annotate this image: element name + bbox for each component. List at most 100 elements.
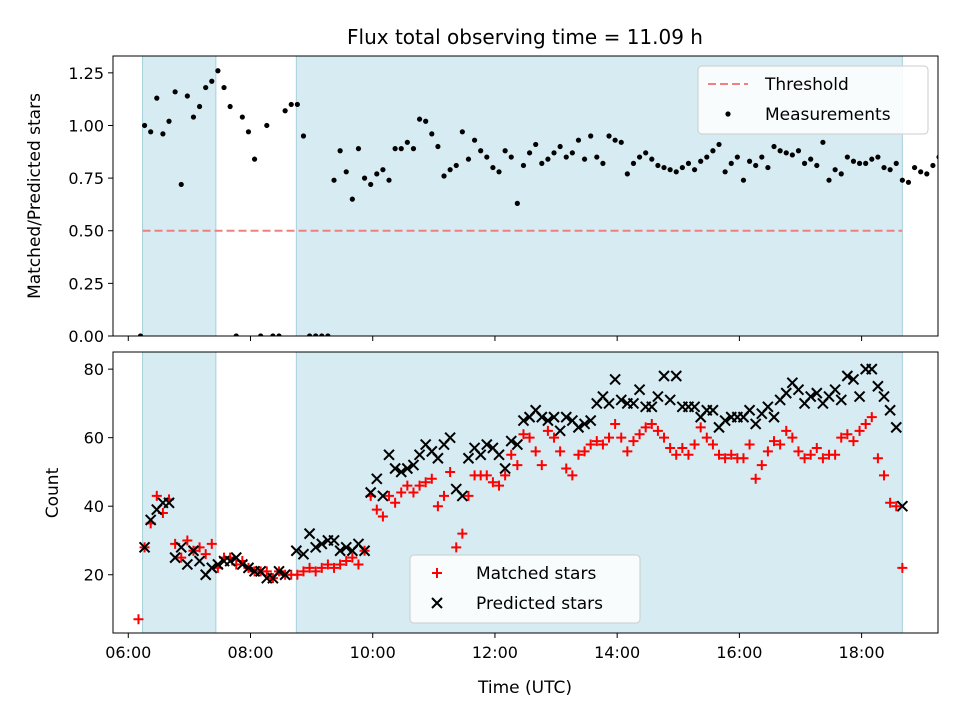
measurements-point <box>899 177 905 183</box>
predicted-stars-point <box>670 370 682 382</box>
matched-stars-point <box>714 449 725 460</box>
measurements-point <box>643 150 649 156</box>
measurements-point <box>783 150 789 156</box>
legend-predicted-label: Predicted stars <box>476 594 603 614</box>
predicted-stars-point <box>627 397 640 410</box>
measurements-point <box>771 143 777 150</box>
measurements-point <box>355 146 362 152</box>
y-tick-label: 40 <box>84 497 104 516</box>
measurements-point <box>826 177 832 183</box>
y-tick-label: 1.25 <box>68 64 104 83</box>
predicted-stars-point <box>542 414 554 427</box>
bottom-legend: Matched stars Predicted stars <box>409 554 641 624</box>
measurements-point <box>673 169 679 175</box>
matched-stars-point <box>420 477 431 488</box>
measurements-point <box>137 333 144 336</box>
matched-stars-point <box>842 429 853 440</box>
matched-stars-point <box>451 542 462 553</box>
measurements-point <box>380 167 386 173</box>
measurements-point <box>740 177 747 183</box>
matched-stars-point <box>304 562 315 573</box>
measurements-point <box>832 167 838 173</box>
matched-stars-point <box>604 432 615 443</box>
measurements-point <box>227 103 233 110</box>
measurements-point <box>148 129 154 135</box>
matched-stars-point <box>799 453 810 464</box>
matched-stars-point <box>261 566 272 577</box>
x-tick-label: 12:00 <box>472 643 518 662</box>
matched-stars-point <box>573 449 584 460</box>
predicted-stars-point <box>309 541 322 554</box>
matched-stars-point <box>885 497 896 508</box>
measurements-point <box>306 333 313 336</box>
predicted-stars-point <box>517 414 530 427</box>
measurements-point <box>844 154 850 160</box>
predicted-stars-point <box>603 397 615 410</box>
y-tick-label: 80 <box>84 360 104 379</box>
measurements-point <box>649 156 655 162</box>
measurements-point <box>502 148 508 154</box>
matched-stars-point <box>561 463 572 474</box>
matched-stars-point <box>512 460 523 471</box>
predicted-stars-point <box>206 562 218 574</box>
predicted-stars-point <box>138 541 151 554</box>
measurements-point <box>416 116 423 122</box>
predicted-stars-point <box>560 411 572 423</box>
predicted-stars-point <box>364 486 377 499</box>
predicted-stars-point <box>499 462 511 475</box>
x-tick-label: 14:00 <box>594 643 640 662</box>
matched-stars-point <box>781 425 792 436</box>
measurements-point <box>661 164 667 171</box>
matched-stars-point <box>671 449 682 460</box>
measurements-point <box>911 164 918 171</box>
measurements-point <box>361 175 368 181</box>
matched-stars-point <box>549 432 560 443</box>
predicted-stars-point <box>578 418 591 430</box>
measurements-point <box>245 129 252 135</box>
matched-stars-point <box>646 418 657 429</box>
predicted-stars-point <box>432 452 444 464</box>
matched-stars-point <box>872 453 883 464</box>
measurements-point <box>893 160 899 166</box>
measurements-point <box>166 118 172 124</box>
matched-stars-point <box>542 425 553 436</box>
matched-stars-point <box>848 436 859 447</box>
predicted-stars-point <box>444 431 456 444</box>
matched-stars-point <box>677 442 688 453</box>
predicted-stars-point <box>224 555 236 567</box>
measurements-point <box>325 333 331 336</box>
axes-frame <box>112 351 939 634</box>
matched-stars-point <box>744 439 755 450</box>
legend-matched-label: Matched stars <box>476 564 596 584</box>
predicted-stars-point <box>456 490 469 502</box>
predicted-stars-point <box>401 462 414 475</box>
matched-stars-point <box>310 566 321 577</box>
predicted-stars-point <box>474 449 487 461</box>
measurements-point <box>349 196 355 202</box>
measurements-point <box>196 103 203 110</box>
predicted-stars-point <box>242 562 255 574</box>
measurements-point <box>801 160 808 166</box>
measurements-point <box>612 137 618 143</box>
y-tick-label: 60 <box>84 429 104 448</box>
predicted-stars-point <box>811 387 823 399</box>
x-tick-label: 08:00 <box>227 643 273 662</box>
matched-stars-point <box>665 442 676 453</box>
predicted-stars-point <box>878 390 890 403</box>
y-tick-label: 0.25 <box>68 274 104 293</box>
predicted-stars-point <box>884 404 896 416</box>
matched-stars-point <box>329 562 340 573</box>
measurements-point <box>239 114 245 120</box>
legend-predicted-swatch <box>431 597 443 609</box>
matched-stars-point <box>579 446 590 457</box>
predicted-stars-point <box>358 545 371 557</box>
measurements-point <box>881 164 887 171</box>
x-tick-label: 10:00 <box>350 643 396 662</box>
predicted-stars-point <box>841 370 854 382</box>
predicted-stars-point <box>707 404 719 416</box>
bottom-panel: 20 40 60 80 06:00 08:00 10:00 12:00 14:00 16:00 18… <box>84 351 939 662</box>
measurements-point <box>887 167 893 173</box>
matched-stars-point <box>701 432 712 443</box>
legend-measurements-label: Measurements <box>765 105 891 125</box>
predicted-stars-point <box>554 425 566 437</box>
